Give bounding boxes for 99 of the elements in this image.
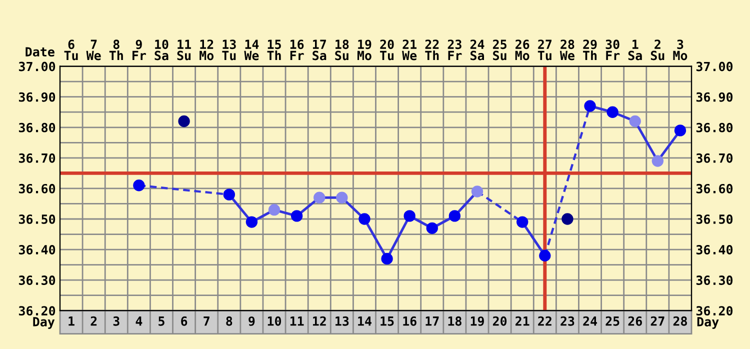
text: 10 Sa	[154, 40, 168, 60]
x-tick-label: 2	[90, 316, 97, 326]
x-tick-label: 10	[268, 316, 282, 326]
text: 19 Mo	[357, 40, 372, 60]
text: 15 Th	[267, 40, 281, 60]
text: 13 Tu	[222, 40, 236, 60]
x-tick-label: 16	[403, 316, 416, 326]
point	[606, 106, 618, 118]
x2-axis-title: Date	[26, 47, 54, 56]
point	[652, 155, 664, 167]
y-tick-label: 36.50	[18, 214, 56, 224]
text: 7 We	[86, 40, 101, 60]
y-tick-label: 36.20	[18, 306, 56, 316]
y-tick-label: 36.40	[18, 245, 56, 254]
x-tick-label: 19	[470, 316, 484, 326]
x-tick-label: 12	[312, 316, 326, 326]
y2-tick-label: 36.40	[696, 245, 733, 254]
point	[223, 188, 235, 200]
point	[381, 252, 393, 265]
y2-tick-label: 36.50	[696, 214, 733, 224]
x-tick-label: 21	[516, 316, 530, 326]
y2-tick-label: 36.60	[696, 184, 733, 194]
point	[336, 192, 348, 204]
text: 17 Sa	[312, 40, 326, 60]
text: 2 Su	[650, 40, 664, 60]
text: 14 We	[244, 40, 259, 60]
x-tick-label: 6	[181, 316, 188, 326]
text: 23 Fr	[448, 40, 462, 60]
point	[246, 216, 258, 228]
y-tick-label: 36.60	[18, 184, 56, 194]
point	[629, 115, 641, 128]
x-tick-label: 13	[336, 316, 349, 326]
text: 24 Sa	[470, 40, 484, 60]
text: 21 We	[402, 40, 417, 60]
point	[539, 250, 551, 262]
text: 18 Su	[335, 40, 349, 60]
x-tick-label: 14	[358, 316, 372, 326]
point	[516, 216, 528, 228]
text: 11 Su	[177, 40, 191, 60]
y-tick-label: 36.70	[18, 153, 56, 163]
x-tick-label: 22	[538, 316, 552, 326]
x-tick-label: 1	[68, 316, 74, 326]
point	[358, 213, 370, 225]
text: 20 Tu	[380, 40, 394, 60]
x-tick-label: 23	[560, 316, 574, 326]
y2-tick-label: 36.80	[696, 122, 733, 132]
x-tick-label: 3	[113, 316, 120, 326]
x-tick-label: 5	[158, 316, 164, 326]
point	[674, 124, 686, 136]
x-axis-title: Day	[33, 317, 55, 329]
y2-tick-label: 36.30	[696, 276, 733, 286]
point	[290, 210, 303, 222]
point	[404, 210, 416, 222]
x-tick-label: 20	[492, 316, 507, 326]
y-tick-label: 36.80	[18, 122, 56, 132]
x-tick-label: 25	[606, 316, 620, 326]
point	[562, 213, 574, 225]
point	[448, 210, 461, 222]
text: 12 Mo	[200, 40, 214, 60]
point	[584, 100, 596, 112]
y-tick-label: 36.90	[18, 92, 56, 102]
y-tick-label: 36.30	[18, 276, 56, 286]
point	[314, 192, 326, 204]
text: 28 We	[560, 40, 574, 60]
x-tick-label: 9	[248, 316, 255, 326]
text: 8 Th	[109, 40, 123, 60]
text: 22 Th	[425, 40, 439, 60]
x-tick-label: 18	[448, 316, 462, 326]
x-tick-label: 17	[426, 316, 439, 326]
x-tick-label: 15	[380, 316, 394, 326]
point	[268, 204, 280, 216]
text: 6 Tu	[64, 40, 78, 60]
x-tick-label: 4	[136, 316, 142, 326]
x-tick-label: 24	[583, 316, 597, 326]
y2-tick-label: 37.00	[696, 62, 733, 72]
x-tick-label: 26	[628, 316, 642, 326]
y2-tick-label: 36.70	[696, 153, 733, 163]
x-tick-label: 27	[650, 316, 664, 326]
x-tick-label: 11	[290, 316, 304, 326]
text: 30 Fr	[606, 40, 620, 60]
point	[178, 115, 190, 128]
x-tick-label: 28	[673, 316, 687, 326]
text: 26 Mo	[515, 40, 530, 60]
x-tick-label: 8	[226, 316, 232, 326]
y2-tick-label: 36.20	[696, 306, 733, 316]
text: 1 Sa	[628, 40, 642, 60]
point	[133, 180, 145, 192]
text: 16 Fr	[290, 40, 304, 60]
text: 27 Tu	[538, 40, 552, 60]
point	[426, 222, 438, 234]
text: 29 Th	[583, 40, 597, 60]
text: 3 Mo	[673, 40, 688, 60]
x-tick-label: 7	[204, 316, 210, 326]
text: 25 Su	[492, 40, 506, 60]
text: 9 Fr	[132, 40, 146, 60]
y-tick-label: 37.00	[18, 62, 56, 72]
y2-tick-label: 36.90	[696, 92, 733, 102]
point	[471, 186, 484, 198]
text: Day	[697, 317, 719, 329]
